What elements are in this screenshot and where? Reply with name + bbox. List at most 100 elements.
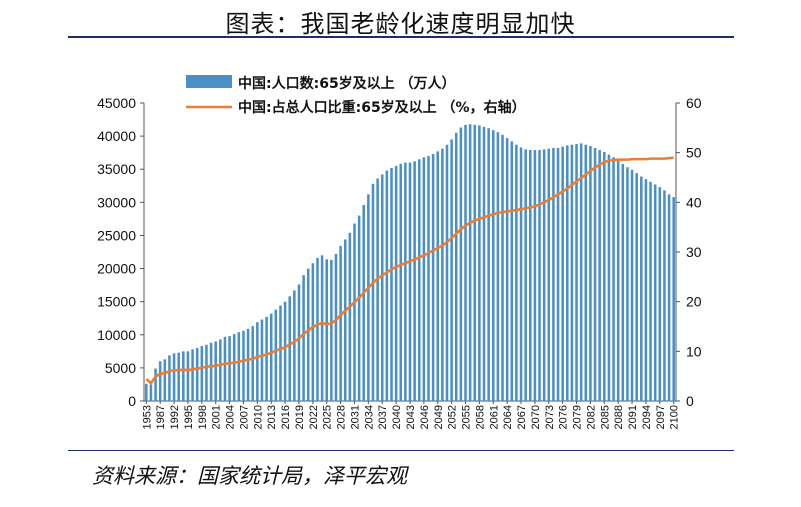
population-bar [191, 349, 194, 401]
legend-label-population: 中国:人口数:65岁及以上 （万人） [238, 75, 456, 92]
population-bar [459, 127, 463, 401]
population-bar [529, 150, 532, 401]
population-bar [228, 336, 231, 401]
population-bar [288, 296, 291, 401]
population-bar [584, 144, 588, 401]
population-bar [667, 194, 671, 401]
population-bar [533, 150, 537, 401]
population-bar [552, 148, 555, 401]
population-bar [478, 125, 481, 401]
chart-legend: 中国:人口数:65岁及以上 （万人） 中国:占总人口比重:65岁及以上 （%，右… [186, 75, 526, 116]
population-bar [172, 353, 176, 401]
ratio-line [145, 156, 674, 386]
population-bar [450, 139, 453, 401]
population-bar [501, 134, 504, 401]
population-bar [283, 301, 287, 401]
population-bar [454, 132, 458, 402]
population-bar [237, 332, 241, 401]
population-bars [145, 124, 675, 402]
population-bar [417, 159, 421, 401]
x-tick-label: 2064 [502, 405, 514, 429]
population-bar [556, 148, 560, 401]
population-bar [598, 150, 601, 401]
legend-label-ratio: 中国:占总人口比重:65岁及以上 （%，右轴） [238, 99, 526, 116]
population-bar [177, 352, 180, 401]
population-bar [589, 146, 592, 401]
population-bar [353, 223, 356, 401]
x-tick-label: 2091 [627, 405, 639, 429]
population-bar [621, 163, 625, 401]
population-bar [209, 342, 213, 401]
y-left-tick-label: 45000 [97, 95, 136, 111]
population-bar [269, 313, 273, 401]
y-right-tick-label: 0 [686, 393, 694, 409]
population-bar [158, 361, 162, 401]
y-left-tick-label: 20000 [97, 261, 136, 277]
source-note: 资料来源：国家统计局，泽平宏观 [92, 464, 407, 488]
population-bar [339, 246, 342, 401]
y-left-tick-label: 40000 [97, 128, 136, 144]
x-tick-label: 1998 [197, 405, 209, 429]
population-bar [547, 148, 551, 401]
population-bar [487, 128, 490, 402]
population-bar [385, 170, 389, 401]
population-bar [431, 153, 435, 401]
population-bar [302, 275, 305, 401]
population-bar [658, 187, 662, 401]
x-tick-label: 2055 [461, 405, 473, 429]
population-bar [274, 309, 278, 401]
y-left-tick-label: 35000 [97, 161, 136, 177]
population-bar [293, 290, 296, 401]
x-tick-label: 2097 [655, 405, 667, 429]
y-right-tick-label: 60 [686, 95, 702, 111]
population-bar [242, 330, 245, 401]
x-tick-label: 2022 [308, 405, 320, 429]
x-tick-label: 2028 [336, 405, 348, 429]
population-bar [200, 346, 204, 401]
population-bar [575, 144, 578, 401]
population-bar [311, 263, 315, 401]
x-tick-label: 1987 [155, 405, 167, 429]
x-tick-label: 2019 [294, 405, 306, 429]
population-bar [260, 319, 264, 401]
population-bar [542, 149, 546, 401]
population-bar [362, 204, 366, 401]
population-bar [630, 169, 634, 401]
population-bar [491, 130, 495, 401]
population-bar [570, 144, 574, 401]
population-bar [464, 124, 467, 401]
y-left-tick-label: 0 [128, 393, 136, 409]
population-bar [232, 334, 236, 401]
population-bar [496, 132, 500, 402]
population-bar [579, 143, 583, 401]
population-bar [186, 351, 190, 401]
population-bar [566, 145, 569, 401]
x-tick-label: 1992 [169, 405, 181, 429]
population-bar [603, 152, 606, 401]
population-bar [482, 126, 486, 401]
population-bar [524, 149, 527, 401]
x-tick-label: 2079 [572, 405, 584, 429]
source-divider [68, 450, 734, 451]
population-bar [561, 146, 564, 401]
x-tick-label: 2085 [599, 405, 611, 429]
population-bar [427, 155, 430, 401]
population-bar [182, 351, 185, 401]
population-bar [593, 148, 597, 401]
x-tick-label: 2088 [613, 405, 625, 429]
population-bar [640, 176, 643, 401]
population-bar [390, 167, 393, 401]
x-tick-label: 2100 [669, 405, 681, 429]
population-bar [441, 148, 444, 401]
y-left-tick-label: 5000 [105, 360, 136, 376]
y-left-tick-label: 30000 [97, 194, 136, 210]
y-left-tick-label: 15000 [97, 294, 136, 310]
population-bar [214, 341, 217, 401]
population-bar [306, 268, 310, 401]
population-bar [371, 183, 375, 401]
x-tick-label: 2016 [280, 405, 292, 429]
population-bar [538, 150, 541, 401]
population-bar [279, 305, 282, 401]
y-right-tick-label: 20 [686, 294, 702, 310]
population-bar [168, 355, 171, 401]
